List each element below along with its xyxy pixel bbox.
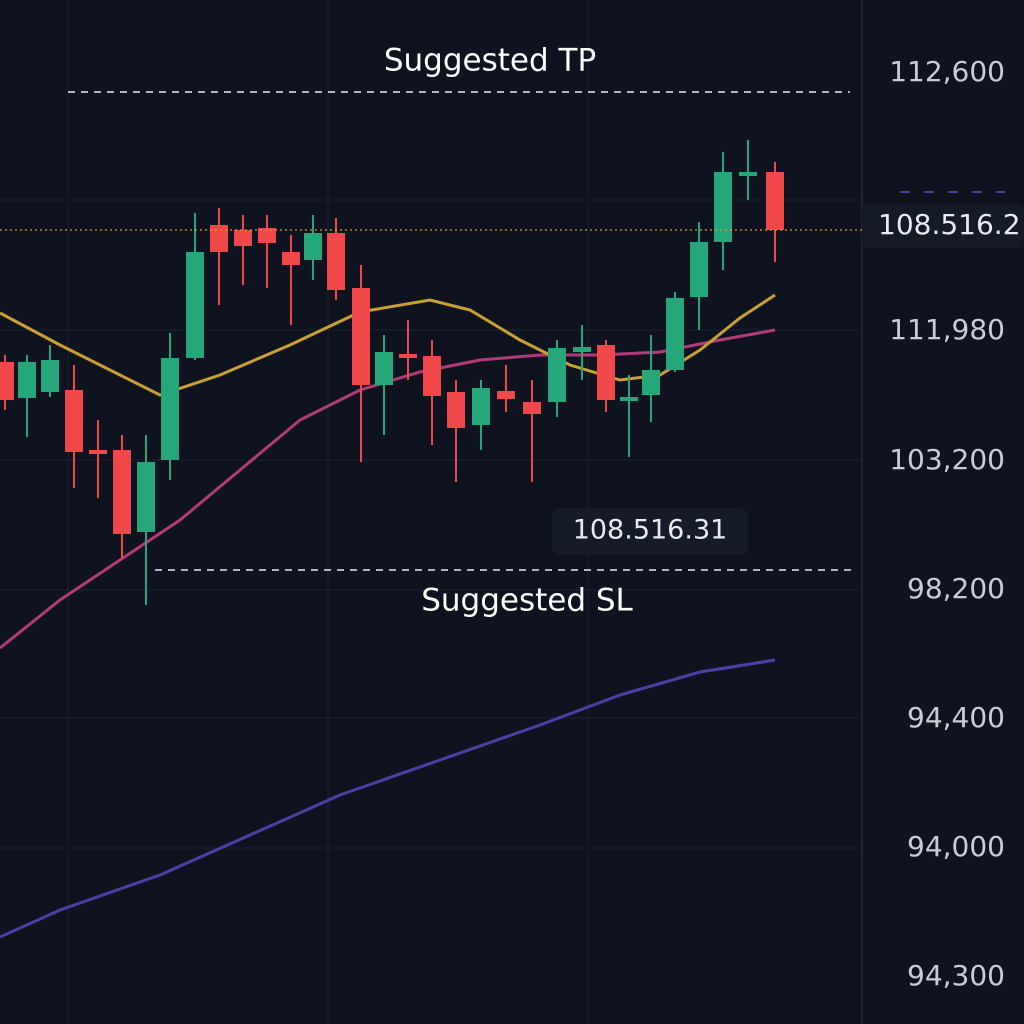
candle-body: [423, 356, 441, 396]
current-price-box: [862, 204, 1024, 248]
candle-body: [548, 348, 566, 402]
candle-body: [258, 228, 276, 243]
price-axis-label: 94,000: [907, 830, 1005, 863]
candle-body: [739, 172, 757, 176]
price-badge: [552, 508, 748, 555]
candle-body: [714, 172, 732, 242]
current-price-label: 108.516.2: [878, 208, 1021, 241]
candle-body: [65, 390, 83, 452]
price-badge-text: 108.516.31: [573, 515, 728, 546]
candle-body: [375, 352, 393, 385]
candle-body: [597, 345, 615, 400]
candle-body: [766, 172, 784, 230]
candle-body: [573, 347, 591, 352]
candle-body: [89, 450, 107, 454]
candle-body: [620, 397, 638, 401]
candle-body: [642, 370, 660, 395]
price-axis-label: 111,980: [889, 313, 1005, 346]
candle-body: [327, 233, 345, 290]
candles: [0, 140, 784, 605]
candle-body: [352, 288, 370, 385]
candle-body: [18, 362, 36, 398]
candle-body: [304, 233, 322, 260]
candle-body: [210, 225, 228, 252]
candle-body: [472, 388, 490, 425]
candle-body: [113, 450, 131, 534]
candle-body: [41, 360, 59, 392]
candle-body: [447, 392, 465, 428]
price-axis-label: 103,200: [889, 443, 1005, 476]
candle-body: [497, 391, 515, 399]
stop-loss-label: Suggested SL: [421, 583, 633, 619]
candle-body: [234, 230, 252, 246]
candle-body: [666, 298, 684, 370]
candle-body: [690, 242, 708, 297]
candle-body: [523, 402, 541, 414]
candle-body: [137, 462, 155, 532]
candle-body: [186, 252, 204, 358]
candle-body: [0, 362, 14, 400]
price-axis-label: 94,400: [907, 701, 1005, 734]
price-axis-label: 112,600: [889, 55, 1005, 88]
price-axis-label: 94,300: [907, 959, 1005, 992]
take-profit-label: Suggested TP: [384, 43, 596, 79]
ma-slow: [0, 658, 776, 939]
candle-body: [161, 358, 179, 460]
candle-body: [399, 354, 417, 358]
price-axis: 112,600 111,980 103,200 98,200 94,400 94,000 9…: [889, 55, 1005, 992]
price-axis-label: 98,200: [907, 572, 1005, 605]
candle-body: [282, 252, 300, 265]
